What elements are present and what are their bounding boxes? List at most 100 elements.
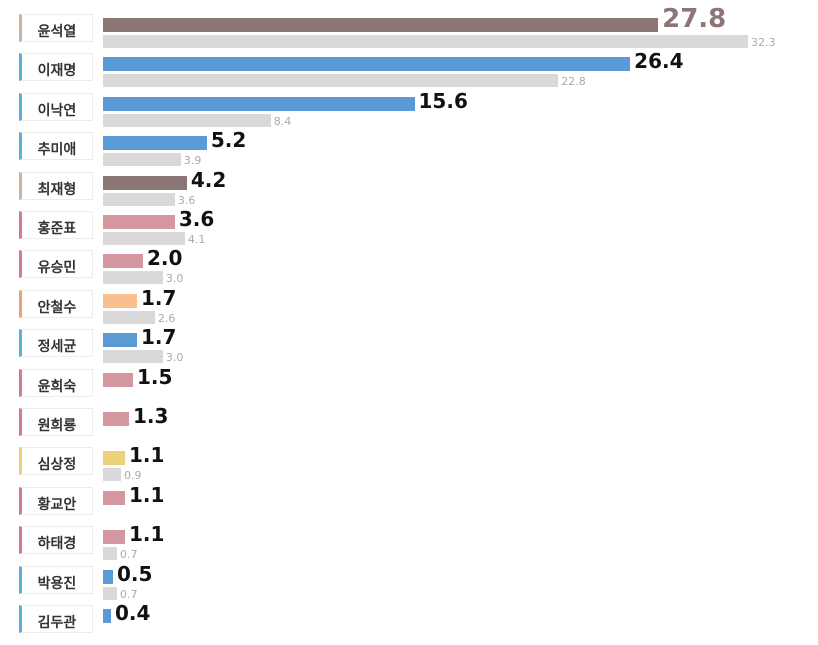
value-label-previous: 3.0 xyxy=(165,272,184,286)
category-label: 홍준표 xyxy=(37,221,77,237)
value-label-current: 1.1 xyxy=(128,482,165,507)
category-label-box: 안철수 xyxy=(19,289,93,318)
bar-current xyxy=(103,333,137,348)
category-label-box: 이낙연 xyxy=(19,92,93,121)
chart-row: 유승민 2.0 3.0 xyxy=(0,246,818,290)
bar-current xyxy=(103,569,113,584)
bar-previous xyxy=(103,74,559,88)
category-label: 안철수 xyxy=(37,299,77,316)
category-label: 이낙연 xyxy=(37,102,77,119)
category-label-box: 황교안 xyxy=(19,486,93,515)
bar-previous xyxy=(103,468,121,482)
bar-current xyxy=(103,609,111,623)
chart-row: 정세균 1.7 3.0 xyxy=(0,325,818,369)
chart-row: 김두관 0.4 xyxy=(0,601,818,645)
value-label-previous: 32.3 xyxy=(751,36,776,49)
value-label-current: 27.8 xyxy=(662,4,727,34)
value-label-current: 5.2 xyxy=(210,128,247,153)
chart-row: 원희룡 1.3 xyxy=(0,404,818,448)
value-label-current: 4.2 xyxy=(190,167,227,192)
bar-current xyxy=(103,136,207,151)
chart-row: 이재명 26.4 22.8 xyxy=(0,49,818,93)
value-label-current: 0.5 xyxy=(116,561,153,586)
bar-current xyxy=(103,490,125,505)
chart-row: 이낙연 15.6 8.4 xyxy=(0,89,818,133)
bar-current xyxy=(103,530,125,545)
value-label-current: 2.0 xyxy=(146,246,183,271)
category-label: 윤석열 xyxy=(37,24,77,40)
category-label-box: 유승민 xyxy=(19,250,93,279)
chart-row: 홍준표 3.6 4.1 xyxy=(0,207,818,251)
value-label-previous: 4.1 xyxy=(187,233,206,246)
value-label-previous: 3.6 xyxy=(177,193,196,207)
value-label-current: 1.5 xyxy=(136,364,173,389)
bar-previous xyxy=(103,271,163,285)
category-label: 이재명 xyxy=(37,63,77,80)
bar-previous xyxy=(103,113,271,127)
bar-current xyxy=(103,57,631,72)
category-label: 추미애 xyxy=(37,142,77,159)
value-label-current: 1.7 xyxy=(140,285,177,310)
category-label-box: 윤석열 xyxy=(19,14,93,42)
category-label-box: 최재형 xyxy=(19,171,93,200)
category-label: 김두관 xyxy=(37,615,77,631)
chart-row: 안철수 1.7 2.6 xyxy=(0,286,818,330)
chart-row: 윤희숙 1.5 xyxy=(0,365,818,409)
bar-previous xyxy=(103,586,117,600)
value-label-previous: 3.0 xyxy=(165,351,184,365)
chart-row: 하태경 1.1 0.7 xyxy=(0,522,818,566)
category-label: 유승민 xyxy=(37,260,77,277)
category-label: 하태경 xyxy=(37,536,77,553)
category-label: 심상정 xyxy=(37,457,77,474)
value-label-current: 3.6 xyxy=(178,207,215,231)
bar-previous xyxy=(103,232,185,245)
chart-row: 최재형 4.2 3.6 xyxy=(0,168,818,212)
category-label-box: 홍준표 xyxy=(19,211,93,239)
chart-row: 박용진 0.5 0.7 xyxy=(0,562,818,606)
value-label-current: 1.1 xyxy=(128,443,165,468)
value-label-previous: 8.4 xyxy=(273,114,292,128)
value-label-current: 0.4 xyxy=(114,601,151,625)
category-label: 황교안 xyxy=(37,496,77,513)
category-label-box: 김두관 xyxy=(19,605,93,633)
value-label-previous: 0.7 xyxy=(119,548,138,562)
category-label-box: 이재명 xyxy=(19,53,93,82)
value-label-previous: 0.7 xyxy=(119,587,138,601)
bar-current xyxy=(103,451,125,466)
bar-current xyxy=(103,372,133,387)
bar-current xyxy=(103,175,187,190)
value-label-current: 1.1 xyxy=(128,522,165,547)
category-label-box: 정세균 xyxy=(19,329,93,358)
chart-row: 추미애 5.2 3.9 xyxy=(0,128,818,172)
value-label-current: 26.4 xyxy=(634,49,684,74)
value-label-previous: 22.8 xyxy=(561,75,586,89)
bar-previous xyxy=(103,310,155,324)
bar-previous xyxy=(103,192,175,206)
chart-row: 심상정 1.1 0.9 xyxy=(0,443,818,487)
bar-current xyxy=(103,254,143,269)
category-label-box: 추미애 xyxy=(19,132,93,161)
value-label-previous: 3.9 xyxy=(183,154,202,168)
category-label-box: 하태경 xyxy=(19,526,93,555)
bar-previous xyxy=(103,153,181,167)
category-label-box: 윤희숙 xyxy=(19,368,93,397)
category-label-box: 박용진 xyxy=(19,565,93,594)
category-label: 윤희숙 xyxy=(37,378,77,395)
bar-current xyxy=(103,96,415,111)
value-label-current: 15.6 xyxy=(418,88,468,113)
bar-previous xyxy=(103,547,117,561)
category-label: 최재형 xyxy=(37,181,77,198)
bar-current xyxy=(103,412,129,426)
category-label: 원희룡 xyxy=(37,418,77,434)
category-label: 박용진 xyxy=(37,575,77,592)
bar-current xyxy=(103,215,175,229)
category-label-box: 원희룡 xyxy=(19,408,93,436)
value-label-previous: 2.6 xyxy=(157,311,176,325)
bar-previous xyxy=(103,350,163,364)
value-label-current: 1.3 xyxy=(132,404,169,428)
chart-row: 윤석열 27.8 32.3 xyxy=(0,4,818,54)
category-label: 정세균 xyxy=(37,339,77,356)
chart-row: 황교안 1.1 xyxy=(0,483,818,527)
category-label-box: 심상정 xyxy=(19,447,93,476)
